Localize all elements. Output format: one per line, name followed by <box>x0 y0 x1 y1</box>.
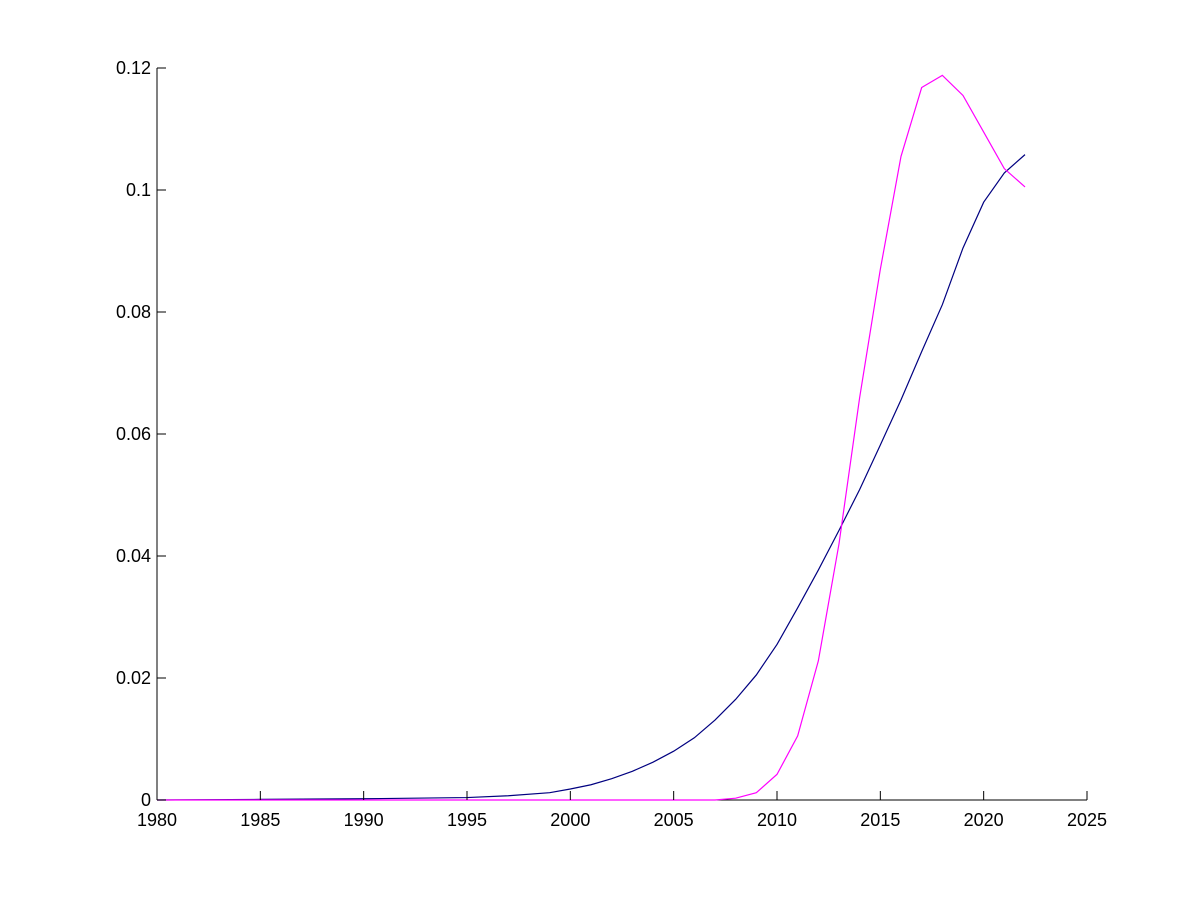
series-line-1 <box>156 154 1026 801</box>
x-tick-label: 2000 <box>550 810 590 830</box>
x-tick-label: 2025 <box>1067 810 1107 830</box>
x-tick-label: 1990 <box>344 810 384 830</box>
y-tick-label: 0.04 <box>116 546 151 566</box>
series-layer <box>156 74 1026 801</box>
x-tick-label: 1995 <box>447 810 487 830</box>
x-tick-label: 1980 <box>137 810 177 830</box>
y-tick-label: 0.12 <box>116 58 151 78</box>
y-tick-label: 0.06 <box>116 424 151 444</box>
y-tick-label: 0.1 <box>126 180 151 200</box>
y-tick-label: 0.08 <box>116 302 151 322</box>
x-tick-label: 2005 <box>654 810 694 830</box>
x-tick-label: 2020 <box>964 810 1004 830</box>
series-line-2 <box>157 74 1026 801</box>
axes <box>156 68 1087 801</box>
x-tick-label: 1985 <box>240 810 280 830</box>
y-tick-label: 0 <box>141 790 151 810</box>
x-tick-label: 2010 <box>757 810 797 830</box>
ticks-layer: 1980 1985 1990 1995 2000 2005 2010 2015 2020 2025… <box>116 58 1107 830</box>
x-tick-label: 2015 <box>860 810 900 830</box>
y-tick-label: 0.02 <box>116 668 151 688</box>
